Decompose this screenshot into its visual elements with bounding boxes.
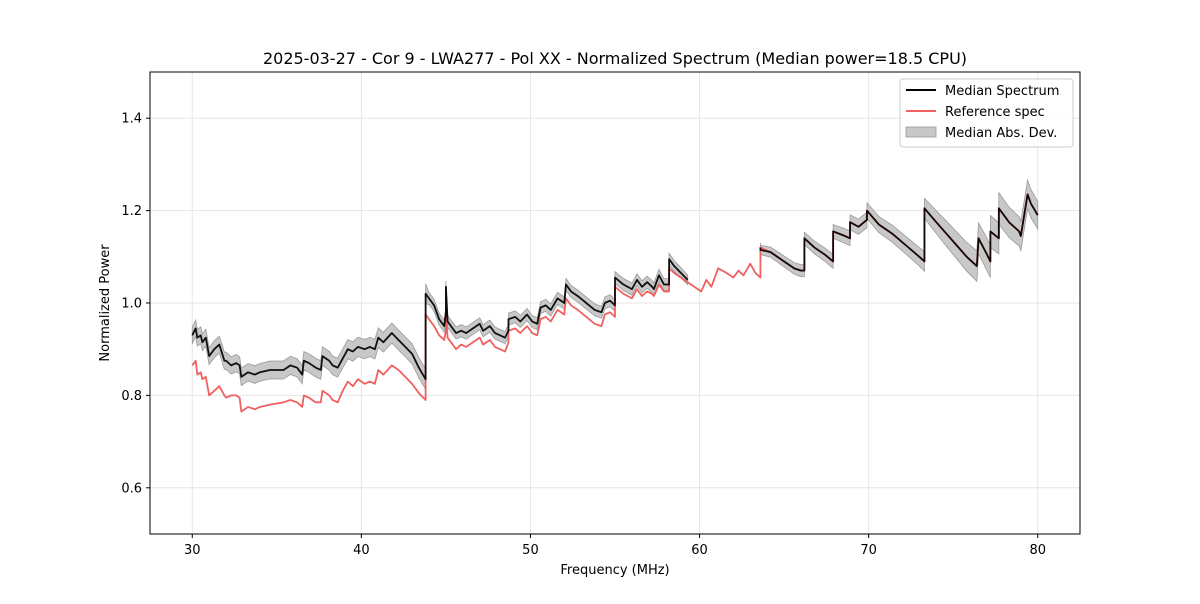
median-spectrum-line <box>759 193 1039 272</box>
x-tick-label: 70 <box>860 543 877 558</box>
y-tick-label: 1.4 <box>121 112 142 127</box>
series-lines-layer <box>191 193 1039 413</box>
x-axis-title: Frequency (MHz) <box>560 563 669 578</box>
x-tick-label: 40 <box>353 543 370 558</box>
x-tick-label: 30 <box>184 543 201 558</box>
y-tick-label: 0.8 <box>121 389 142 404</box>
legend-label-median: Median Spectrum <box>945 84 1059 99</box>
legend-label-reference: Reference spec <box>945 105 1045 120</box>
chart-title: 2025-03-27 - Cor 9 - LWA277 - Pol XX - N… <box>263 49 967 68</box>
y-tick-label: 1.0 <box>121 297 142 312</box>
x-axis-ticks: 30 40 50 60 70 80 <box>184 534 1046 558</box>
x-tick-label: 50 <box>522 543 539 558</box>
y-tick-label: 0.6 <box>121 481 142 496</box>
legend-frame <box>899 78 1074 148</box>
x-tick-label: 60 <box>691 543 708 558</box>
y-axis-ticks: 0.6 0.8 1.0 1.2 1.4 <box>121 112 150 496</box>
y-tick-label: 1.2 <box>121 204 142 219</box>
legend-label-mad: Median Abs. Dev. <box>945 126 1057 141</box>
legend-swatch-mad <box>905 126 937 138</box>
median-spectrum-line <box>191 258 689 381</box>
x-tick-label: 80 <box>1029 543 1046 558</box>
y-axis-title: Normalized Power <box>98 244 113 362</box>
legend: Median Spectrum Reference spec Median Ab… <box>899 78 1074 148</box>
